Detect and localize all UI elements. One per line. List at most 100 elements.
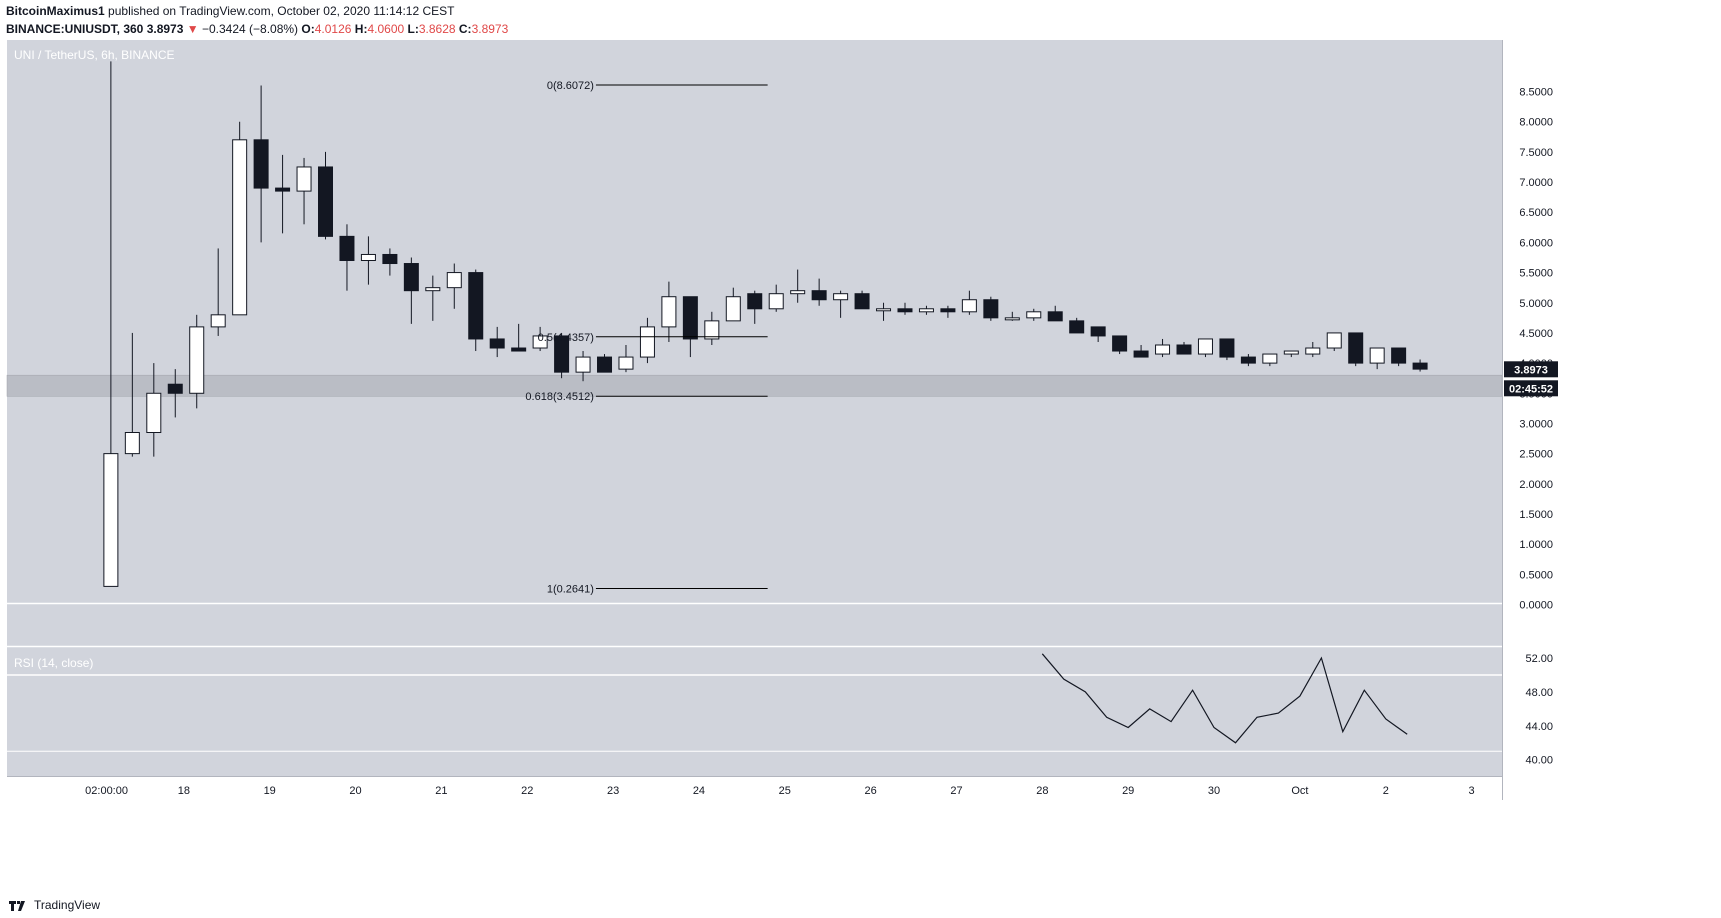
candle[interactable] — [1004, 311, 1020, 321]
fib-level[interactable]: 0.618(3.4512) — [525, 391, 768, 403]
candle-body — [597, 356, 613, 373]
candle[interactable] — [704, 311, 720, 345]
time-tick-label: 3 — [1469, 785, 1475, 797]
candle[interactable] — [1112, 335, 1128, 355]
candle-body — [1155, 344, 1171, 355]
candle[interactable] — [253, 85, 269, 243]
price-tick-label: 2.5000 — [1519, 449, 1553, 461]
price-tick-label: 3.0000 — [1519, 418, 1553, 430]
candle[interactable] — [661, 281, 677, 342]
candle[interactable] — [1348, 332, 1364, 367]
candle[interactable] — [575, 351, 591, 382]
candle[interactable] — [1240, 354, 1256, 367]
candle[interactable] — [1090, 326, 1106, 342]
fib-level[interactable]: 0(8.6072) — [547, 80, 768, 92]
price-tick-label: 0.5000 — [1519, 569, 1553, 581]
candle[interactable] — [318, 151, 334, 240]
candle[interactable] — [768, 284, 784, 312]
tradingview-logo-icon — [9, 901, 25, 911]
candle-body — [511, 347, 527, 352]
candle-body — [296, 166, 312, 192]
candle[interactable] — [639, 317, 655, 364]
candle-body — [768, 293, 784, 310]
candle[interactable] — [940, 305, 956, 318]
candle[interactable] — [811, 278, 827, 306]
candle[interactable] — [1047, 305, 1063, 322]
candle[interactable] — [854, 290, 870, 310]
candle-body — [1262, 353, 1278, 364]
candle[interactable] — [403, 257, 419, 324]
candle[interactable] — [1176, 341, 1192, 355]
candle[interactable] — [275, 154, 291, 234]
candle[interactable] — [725, 287, 741, 322]
candle[interactable] — [210, 248, 226, 336]
countdown-label: 02:45:52 — [1509, 383, 1553, 395]
candle[interactable] — [983, 296, 999, 321]
candle[interactable] — [339, 224, 355, 291]
candle[interactable] — [167, 369, 183, 418]
candle[interactable] — [597, 354, 613, 373]
candle[interactable] — [296, 157, 312, 225]
candle[interactable] — [511, 323, 527, 352]
candle[interactable] — [382, 248, 398, 276]
candle-body — [360, 253, 376, 262]
candle[interactable] — [489, 326, 505, 358]
candle-body — [210, 314, 226, 328]
candle[interactable] — [1262, 353, 1278, 367]
candle[interactable] — [554, 332, 570, 379]
candle[interactable] — [446, 263, 462, 309]
candle[interactable] — [1391, 347, 1407, 367]
candle[interactable] — [146, 363, 162, 457]
candle[interactable] — [425, 275, 441, 321]
candle[interactable] — [1326, 332, 1342, 352]
candle[interactable] — [876, 302, 892, 321]
candle[interactable] — [468, 269, 484, 352]
candle[interactable] — [124, 332, 140, 457]
fib-level[interactable]: 0.5(4.4357) — [538, 332, 768, 344]
candle[interactable] — [682, 296, 698, 358]
candle[interactable] — [103, 61, 119, 587]
candle[interactable] — [1305, 341, 1321, 358]
support-zone[interactable] — [6, 374, 1503, 397]
time-tick-label: Oct — [1291, 785, 1308, 797]
publish-info: BitcoinMaximus1 published on TradingView… — [6, 4, 455, 18]
time-tick-label: 22 — [521, 785, 533, 797]
candle[interactable] — [1069, 317, 1085, 334]
candle-body — [940, 308, 956, 313]
candle[interactable] — [1412, 359, 1428, 372]
candle[interactable] — [1197, 338, 1213, 358]
candle[interactable] — [360, 236, 376, 285]
candle[interactable] — [747, 290, 763, 324]
candle[interactable] — [1026, 308, 1042, 321]
last-price: 3.8973 — [146, 22, 184, 36]
candle-body — [747, 293, 763, 310]
candle[interactable] — [790, 269, 806, 303]
candle[interactable] — [1133, 344, 1149, 358]
candle[interactable] — [897, 302, 913, 315]
candle[interactable] — [232, 121, 248, 316]
candle[interactable] — [918, 305, 934, 315]
candle-body — [639, 326, 655, 358]
candle[interactable] — [532, 326, 548, 352]
candle[interactable] — [189, 314, 205, 409]
candle[interactable] — [833, 290, 849, 318]
low-label: L: — [407, 22, 419, 36]
candle-body — [1240, 356, 1256, 364]
candle[interactable] — [1369, 347, 1385, 370]
candle[interactable] — [1219, 338, 1235, 361]
time-tick-label: 2 — [1383, 785, 1389, 797]
time-tick-label: 02:00:00 — [85, 785, 128, 797]
fib-level[interactable]: 1(0.2641) — [547, 584, 768, 596]
candle[interactable] — [961, 290, 977, 315]
rsi-pane-background — [7, 647, 1502, 776]
tradingview-brand[interactable]: TradingView — [8, 898, 100, 912]
rsi-line[interactable] — [1041, 653, 1408, 744]
candle-body — [983, 299, 999, 319]
candle[interactable] — [1283, 350, 1299, 358]
rsi-tick-label: 40.00 — [1525, 755, 1553, 767]
candle[interactable] — [1155, 338, 1171, 358]
candle[interactable] — [618, 344, 634, 373]
author-name[interactable]: BitcoinMaximus1 — [6, 4, 105, 18]
candle-body — [1133, 350, 1149, 358]
